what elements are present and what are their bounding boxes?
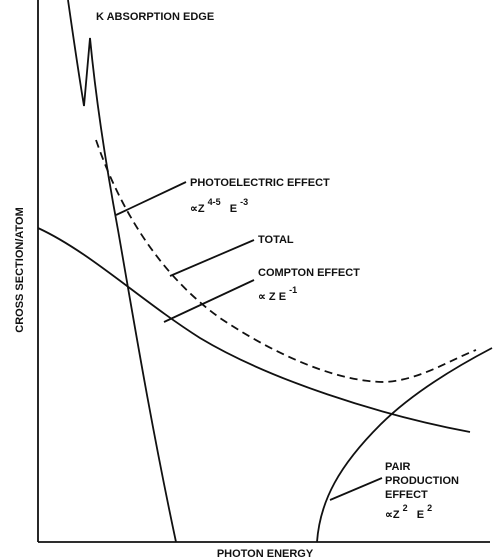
pair-curve: [316, 347, 493, 543]
total-curve: [95, 139, 477, 383]
total-label: TOTAL: [258, 234, 294, 246]
leader-line: [329, 477, 383, 501]
pair-label: PRODUCTION: [385, 475, 459, 487]
leader-line: [163, 279, 255, 323]
k-edge-label: K ABSORPTION EDGE: [96, 11, 214, 23]
compton-curve: [37, 227, 471, 433]
compton-formula: ∝ Z E -1: [258, 285, 297, 303]
leader-line: [115, 181, 187, 216]
y-axis-label: CROSS SECTION/ATOM: [14, 207, 26, 333]
compton-label: COMPTON EFFECT: [258, 267, 360, 279]
photoelectric-formula: ∝Z 4-5 E -3: [190, 196, 248, 215]
leader-line: [169, 239, 255, 277]
photoelectric-label: PHOTOELECTRIC EFFECT: [190, 177, 330, 189]
photoelectric-curve: [67, 0, 177, 543]
x-axis-label: PHOTON ENERGY: [217, 548, 314, 559]
pair-formula: ∝Z 2 E 2: [385, 502, 432, 521]
pair-label: EFFECT: [385, 489, 428, 501]
pair-label: PAIR: [385, 461, 411, 473]
